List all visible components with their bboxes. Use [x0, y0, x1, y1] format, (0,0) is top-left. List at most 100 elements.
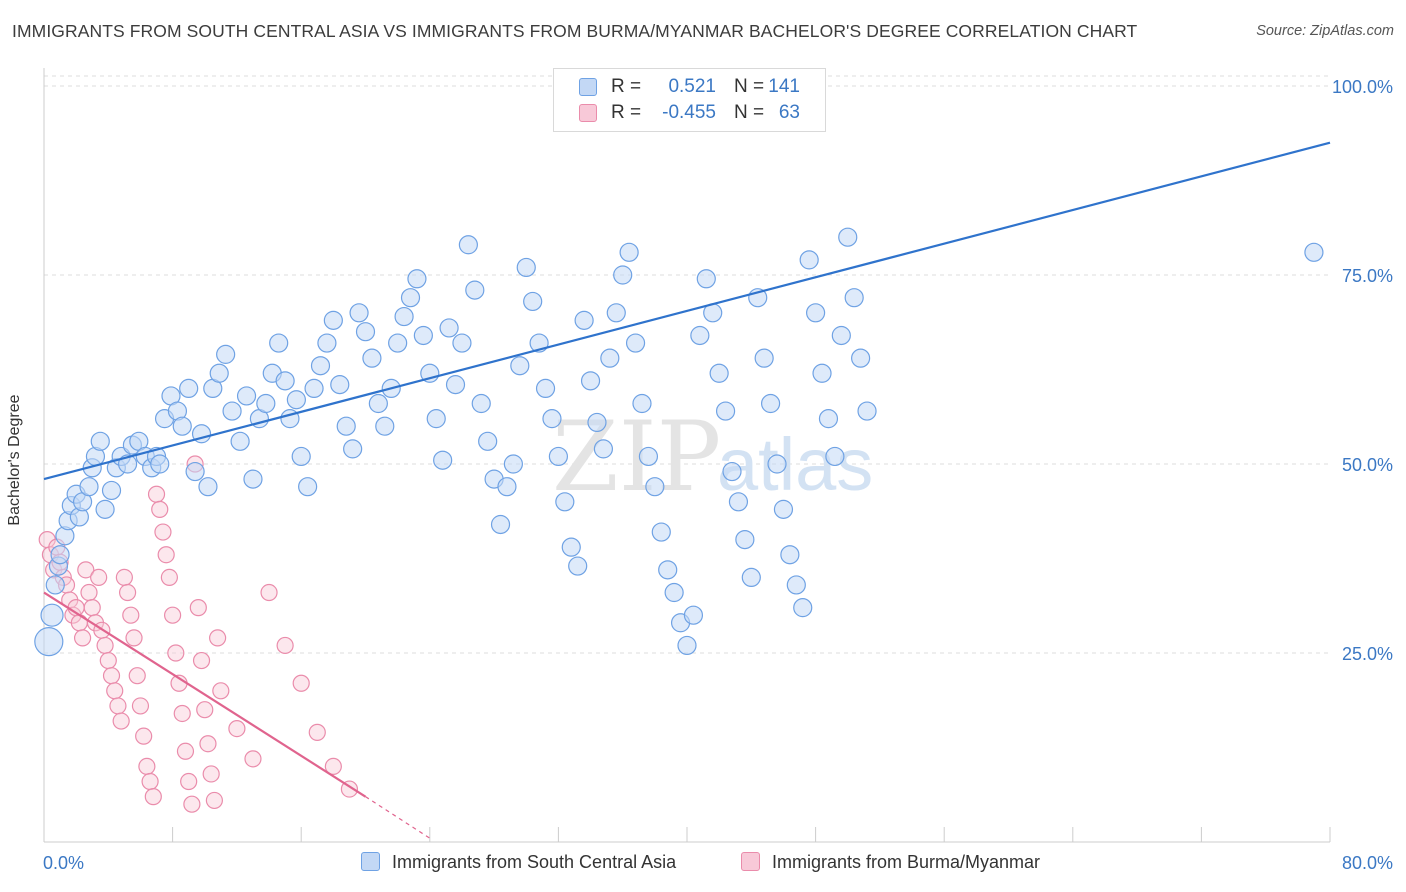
trend-lines — [43, 141, 1331, 839]
legend-r-label: R = — [611, 76, 642, 97]
data-point-burma — [112, 712, 130, 730]
correlation-legend: R = 0.521 N = 141 R = -0.455 N = 63 — [553, 68, 826, 132]
data-point-south-central-asia — [542, 409, 562, 429]
data-point-south-central-asia — [754, 348, 774, 368]
data-point-south-central-asia — [690, 325, 710, 346]
data-point-burma — [73, 629, 92, 647]
data-point-south-central-asia — [613, 265, 633, 285]
data-point-south-central-asia — [298, 477, 318, 497]
data-point-south-central-asia — [844, 288, 864, 308]
data-point-burma — [99, 651, 117, 670]
data-point-burma — [80, 583, 98, 602]
data-point-south-central-asia — [741, 567, 761, 588]
y-tick-label: 75.0% — [1342, 266, 1393, 286]
data-point-south-central-asia — [587, 412, 607, 433]
chart-title: IMMIGRANTS FROM SOUTH CENTRAL ASIA VS IM… — [12, 21, 1138, 41]
data-point-south-central-asia — [45, 575, 65, 595]
data-point-south-central-asia — [291, 446, 311, 467]
series-legend-swatch-pink — [741, 852, 760, 871]
data-point-south-central-asia — [838, 227, 858, 247]
data-point-burma — [96, 636, 114, 655]
data-point-south-central-asia — [90, 431, 110, 451]
data-point-south-central-asia — [503, 454, 523, 474]
data-point-south-central-asia — [818, 409, 839, 429]
data-point-south-central-asia — [709, 363, 729, 383]
data-point-burma — [144, 788, 162, 806]
y-axis-label: Bachelor's Degree — [6, 394, 23, 526]
data-point-south-central-asia — [471, 393, 491, 414]
data-point-south-central-asia — [773, 499, 794, 519]
data-point-south-central-asia — [433, 450, 453, 470]
data-point-burma — [196, 701, 214, 719]
data-point-south-central-asia — [683, 605, 704, 625]
data-point-south-central-asia — [658, 560, 678, 580]
legend-swatch-blue — [579, 78, 597, 96]
data-point-burma — [164, 606, 182, 624]
data-point-south-central-asia — [561, 537, 581, 557]
y-tick-label: 50.0% — [1342, 455, 1393, 475]
data-point-south-central-asia — [696, 269, 716, 289]
data-point-burma — [276, 636, 294, 655]
data-point-burma — [176, 742, 195, 760]
data-point-burma — [260, 583, 278, 602]
data-point-south-central-asia — [426, 409, 446, 429]
data-point-south-central-asia — [851, 348, 871, 368]
data-point-south-central-asia — [735, 529, 755, 550]
data-point-burma — [115, 568, 133, 587]
data-point-south-central-asia — [40, 603, 64, 627]
data-point-south-central-asia — [799, 250, 819, 270]
data-point-south-central-asia — [722, 461, 742, 482]
data-point-burma — [70, 614, 88, 632]
data-point-burma — [122, 606, 140, 624]
data-point-burma — [118, 583, 137, 602]
data-point-south-central-asia — [445, 375, 466, 395]
data-point-south-central-asia — [600, 348, 620, 368]
data-point-burma — [157, 546, 175, 564]
data-point-burma — [141, 772, 159, 791]
data-point-south-central-asia — [510, 356, 530, 376]
data-point-south-central-asia — [831, 325, 851, 346]
data-point-burma — [189, 599, 207, 617]
data-point-south-central-asia — [413, 325, 433, 346]
data-point-south-central-asia — [343, 439, 363, 459]
x-tick-label-min: 0.0% — [43, 853, 85, 873]
data-point-burma — [205, 791, 223, 810]
data-point-burma — [292, 674, 310, 692]
grid-lines — [44, 75, 1330, 654]
data-point-south-central-asia — [286, 390, 306, 410]
data-point-south-central-asia — [664, 582, 684, 603]
data-point-burma — [324, 757, 342, 776]
data-point-south-central-asia — [780, 545, 800, 565]
data-point-south-central-asia — [349, 303, 369, 323]
data-point-south-central-asia — [548, 446, 569, 467]
y-tick-labels: 25.0% 50.0% 75.0% 100.0% — [1332, 77, 1393, 664]
data-point-burma — [183, 795, 201, 813]
data-point-south-central-asia — [407, 269, 427, 289]
data-point-burma — [154, 523, 172, 541]
legend-n-label: N = — [734, 102, 765, 123]
data-point-south-central-asia — [555, 492, 575, 512]
data-point-burma — [102, 667, 121, 685]
data-point-south-central-asia — [330, 375, 350, 395]
legend-row-blue: R = 0.521 N = 141 — [554, 74, 825, 100]
watermark: ZIP atlas — [552, 401, 873, 513]
data-point-south-central-asia — [805, 303, 826, 323]
data-point-south-central-asia — [310, 356, 331, 376]
data-point-south-central-asia — [50, 545, 70, 565]
data-point-south-central-asia — [439, 318, 459, 338]
legend-n-label: N = — [734, 76, 765, 97]
legend-row-pink: R = -0.455 N = 63 — [554, 100, 825, 126]
data-point-south-central-asia — [1304, 242, 1324, 262]
data-point-south-central-asia — [179, 378, 199, 398]
data-point-south-central-asia — [185, 461, 205, 482]
legend-r-label: R = — [611, 102, 642, 123]
data-point-south-central-asia — [767, 454, 787, 474]
axes — [43, 68, 1331, 843]
data-point-burma — [151, 500, 169, 518]
data-point-burma — [244, 750, 262, 768]
data-point-south-central-asia — [216, 344, 236, 364]
data-point-south-central-asia — [79, 477, 99, 497]
watermark-atlas: atlas — [717, 423, 873, 506]
data-point-burma — [109, 697, 127, 715]
